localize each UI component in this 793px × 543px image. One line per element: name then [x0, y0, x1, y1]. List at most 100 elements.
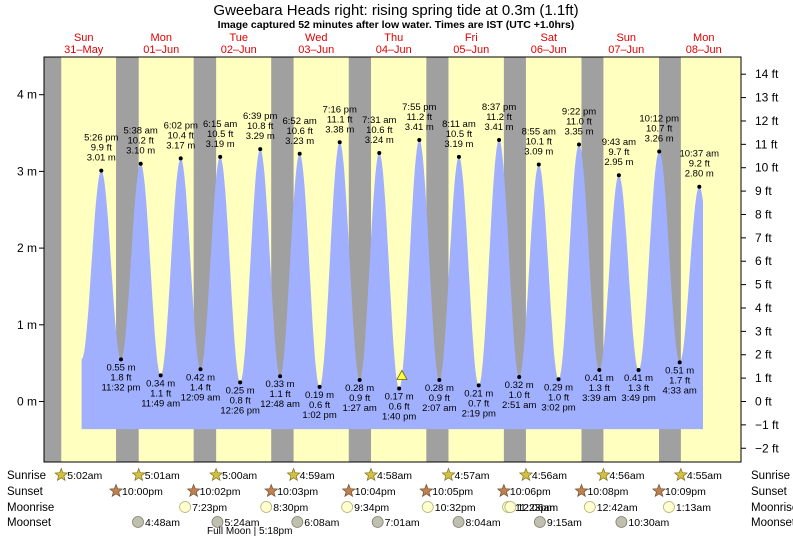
moonrise-icon	[179, 501, 191, 513]
sunset-icon	[574, 483, 589, 498]
moonset-time: 6:08am	[304, 517, 339, 529]
tide-label-time: 8:55 am	[522, 126, 556, 137]
tide-label-ft: 1.7 ft	[669, 375, 690, 386]
tide-label-ft: 9.2 ft	[689, 159, 710, 170]
sunrise-time: 4:55am	[687, 470, 722, 482]
sunrise-time: 4:56am	[532, 470, 567, 482]
tide-point	[357, 378, 362, 383]
day-date: 31–May	[64, 44, 104, 56]
tide-label-m: 3.19 m	[444, 139, 473, 150]
tide-point	[476, 383, 481, 388]
tide-label-m: 0.41 m	[585, 373, 614, 384]
tide-point	[138, 161, 143, 166]
moonrise-legend-right: Moonrise	[751, 502, 793, 514]
y-right-tick-label: 13 ft	[755, 91, 779, 105]
day-name: Thu	[384, 32, 403, 44]
moonset-icon	[371, 516, 384, 528]
axes: 0 m 1 m 2 m 3 m 4 m −2 ft −1 ft 0 ft 1 ft 2 ft 3 f…	[17, 67, 779, 455]
sunset-icon	[419, 483, 434, 498]
day-name: Wed	[305, 32, 327, 44]
tide-point	[238, 380, 243, 385]
tide-label-ft: 1.1 ft	[270, 389, 291, 400]
tide-label-m: 0.19 m	[305, 390, 334, 401]
current-tide-marker	[396, 369, 408, 380]
sunrise-time: 5:02am	[67, 470, 102, 482]
tide-point	[99, 168, 104, 173]
tide-area	[81, 140, 704, 430]
moonrise-time: 7:23pm	[192, 502, 227, 514]
tide-point	[576, 142, 581, 147]
y-right-tick-label: 8 ft	[755, 207, 772, 221]
moonrise-time: 12:42am	[597, 502, 638, 514]
tide-label-time: 2:07 am	[422, 403, 456, 414]
tide-label-ft: 10.7 ft	[646, 123, 673, 134]
moonrise-time: 8:30pm	[273, 502, 308, 514]
tide-label-time: 5:26 pm	[84, 133, 118, 144]
tide-label-m: 3.38 m	[325, 124, 354, 135]
tide-point	[377, 150, 382, 155]
day-name: Sun	[616, 32, 636, 44]
moonrise-icon	[341, 501, 354, 513]
tide-label-time: 1:40 pm	[382, 411, 416, 422]
sunset-icon	[651, 483, 667, 498]
tide-label-m: 2.95 m	[604, 157, 633, 168]
tide-label-time: 3:02 pm	[541, 402, 575, 413]
sunset-time: 10:00pm	[122, 486, 163, 498]
sunrise-icon	[131, 467, 146, 482]
sunset-time: 10:05pm	[432, 486, 473, 498]
tide-label-ft: 0.8 ft	[230, 395, 251, 406]
day-name: Fri	[465, 32, 478, 44]
tide-point	[337, 140, 342, 145]
tide-point	[397, 386, 402, 391]
sunrise-time: 4:58am	[377, 470, 412, 482]
sunrise-icon	[209, 467, 224, 482]
moonset-time: 8:04am	[466, 517, 501, 529]
moonset-legend-right: Moonset	[751, 517, 793, 529]
astronomy-rows: Sunrise Sunrise Sunset Sunset Moonrise Moonri…	[7, 467, 793, 537]
day-date: 02–Jun	[221, 44, 257, 56]
tide-label-time: 6:15 am	[203, 119, 237, 130]
moonrise-time: 1:13am	[676, 502, 711, 514]
tide-label-time: 2:51 am	[502, 400, 536, 411]
tide-label-m: 0.28 m	[425, 383, 454, 394]
moonrise-legend-left: Moonrise	[7, 502, 54, 514]
y-right-tick-label: 3 ft	[755, 324, 772, 338]
y-right-tick-label: 1 ft	[755, 371, 772, 385]
tide-point	[556, 377, 561, 382]
sunrise-icon	[364, 467, 379, 482]
tide-label-m: 3.41 m	[485, 122, 514, 133]
sunset-icon	[186, 483, 201, 498]
sunrise-icon	[673, 467, 689, 482]
y-right-tick-label: 9 ft	[755, 184, 772, 198]
plot-frame	[43, 56, 742, 463]
sunrise-icon	[596, 467, 611, 482]
sunrise-legend-left: Sunrise	[7, 470, 46, 482]
tide-point	[417, 137, 422, 142]
tide-label-m: 3.17 m	[166, 140, 195, 151]
plot-border	[43, 56, 742, 463]
tide-point	[616, 173, 621, 178]
tide-label-m: 3.09 m	[524, 146, 553, 157]
tide-point	[158, 373, 163, 378]
tide-label-m: 2.80 m	[685, 169, 714, 180]
sunset-time: 10:02pm	[200, 486, 241, 498]
tide-label-ft: 1.0 ft	[548, 392, 569, 403]
tide-label-m: 0.32 m	[505, 380, 534, 391]
tide-label-ft: 1.8 ft	[110, 372, 131, 383]
tide-point	[317, 384, 322, 389]
sunset-icon	[109, 483, 124, 498]
tide-label-time: 6:52 am	[283, 116, 317, 127]
y-right-tick-label: 2 ft	[755, 348, 772, 362]
day-date: 07–Jun	[608, 44, 644, 56]
day-name: Mon	[151, 32, 172, 44]
tide-point	[536, 162, 541, 167]
y-left-tick-label: 3 m	[17, 164, 37, 178]
tide-label-m: 0.17 m	[385, 391, 414, 402]
moonrise-icon	[504, 501, 517, 513]
tide-label-ft: 10.1 ft	[526, 136, 553, 147]
tide-label-ft: 0.9 ft	[429, 393, 450, 404]
moonset-icon	[615, 516, 628, 528]
tide-label-m: 3.01 m	[87, 153, 116, 164]
